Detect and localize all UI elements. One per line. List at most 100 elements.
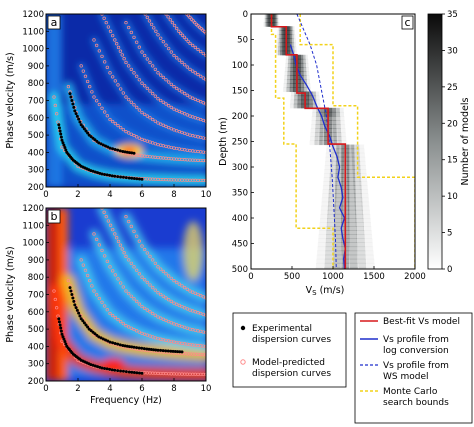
model-density-cell — [332, 111, 341, 117]
model-density-cell — [315, 128, 324, 133]
model-density-cell — [312, 107, 321, 113]
predicted-point — [199, 74, 203, 78]
model-density-cell — [316, 262, 325, 268]
predicted-point — [152, 26, 156, 30]
predicted-point — [191, 69, 195, 73]
experimental-point — [111, 147, 115, 151]
model-density-cell — [322, 185, 331, 190]
predicted-point — [167, 298, 171, 302]
model-density-cell — [312, 111, 321, 117]
model-density-cell — [357, 258, 366, 264]
predicted-point — [143, 306, 147, 310]
model-density-cell — [270, 22, 279, 27]
panel-c-y-axis-label: Depth (m) — [218, 117, 229, 166]
experimental-point — [142, 347, 146, 351]
predicted-point — [166, 15, 170, 19]
model-density-cell — [284, 42, 293, 48]
model-density-cell — [329, 177, 338, 182]
model-density-cell — [268, 18, 277, 23]
model-density-cell — [333, 132, 342, 137]
predicted-point — [193, 45, 197, 50]
model-density-cell — [328, 124, 337, 129]
model-density-cell — [319, 124, 328, 129]
model-density-cell — [285, 62, 294, 68]
model-density-cell — [333, 254, 342, 260]
model-density-cell — [336, 116, 345, 121]
x-tick-label: 6 — [139, 384, 144, 394]
model-density-cell — [353, 189, 362, 195]
model-density-cell — [325, 238, 334, 243]
predicted-point — [116, 277, 120, 281]
predicted-point — [129, 261, 133, 266]
predicted-point — [66, 279, 71, 283]
experimental-point — [110, 174, 114, 178]
predicted-point — [90, 90, 94, 94]
experimental-point — [176, 350, 180, 354]
predicted-point — [79, 258, 83, 262]
model-density-cell — [334, 218, 343, 223]
predicted-point — [164, 102, 168, 106]
predicted-point — [193, 71, 197, 75]
model-density-cell — [315, 116, 324, 121]
x-tick-label: 0 — [248, 272, 253, 282]
y-tick-label: 800 — [28, 79, 44, 89]
model-density-cell — [347, 193, 356, 199]
legend-log-conversion-label: Vs profile from log conversion — [383, 335, 449, 356]
experimental-point — [71, 102, 75, 106]
predicted-point — [92, 38, 96, 42]
model-density-cell — [318, 230, 327, 235]
experimental-point — [70, 99, 74, 102]
model-density-cell — [366, 266, 375, 269]
predicted-point — [145, 57, 149, 61]
experimental-point — [180, 350, 184, 354]
model-density-cell — [326, 230, 335, 235]
predicted-point — [154, 29, 158, 33]
model-density-cell — [328, 140, 337, 146]
predicted-point — [159, 98, 163, 103]
model-density-cell — [336, 144, 345, 150]
model-density-cell — [347, 197, 356, 203]
predicted-point — [151, 64, 155, 68]
predicted-point — [145, 308, 149, 312]
model-density-cell — [304, 95, 313, 101]
monte-carlo-lower-bound — [270, 14, 334, 269]
model-density-cell — [360, 193, 369, 199]
model-density-cell — [287, 67, 296, 72]
predicted-point — [137, 45, 141, 49]
y-tick-label: 450 — [232, 240, 248, 250]
predicted-point — [151, 117, 155, 122]
experimental-point — [84, 129, 88, 133]
predicted-point — [159, 316, 163, 320]
model-density-cell — [270, 14, 279, 19]
experimental-point — [103, 366, 107, 370]
colorbar-tick-label: 35 — [447, 10, 458, 20]
experimental-point — [73, 303, 77, 307]
predicted-point — [175, 26, 179, 31]
x-tick-label: 0 — [43, 384, 48, 394]
predicted-point — [104, 214, 108, 219]
model-density-cell — [276, 38, 285, 44]
experimental-point — [64, 148, 68, 152]
ws-model-line — [296, 14, 337, 269]
experimental-point — [113, 368, 117, 372]
experimental-point — [113, 174, 117, 178]
predicted-point — [135, 135, 139, 139]
experimental-point — [57, 320, 61, 324]
x-tick-label: 4 — [107, 384, 112, 394]
predicted-point — [90, 284, 94, 288]
model-density-cell — [362, 222, 371, 227]
predicted-point — [172, 53, 176, 58]
legend-dispersion: Experimental dispersion curves Model-predi… — [232, 312, 347, 388]
model-density-cell — [328, 116, 337, 121]
model-density-cell — [268, 22, 277, 27]
model-density-cell — [333, 140, 342, 146]
y-tick-label: 200 — [232, 112, 248, 122]
model-density-cell — [327, 209, 336, 215]
model-density-cell — [333, 234, 342, 239]
model-density-cell — [332, 116, 341, 121]
model-density-cell — [283, 87, 292, 93]
predicted-point — [100, 14, 104, 16]
model-density-cell — [286, 83, 295, 88]
experimental-point — [61, 141, 65, 145]
predicted-point — [167, 274, 171, 278]
